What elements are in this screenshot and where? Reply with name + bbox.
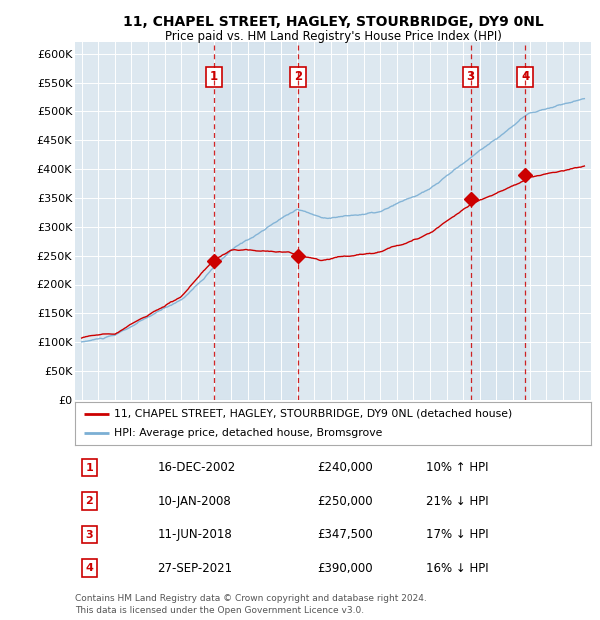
Bar bbox=[214, 42, 298, 400]
Text: 27-SEP-2021: 27-SEP-2021 bbox=[158, 562, 233, 575]
Text: 17% ↓ HPI: 17% ↓ HPI bbox=[426, 528, 488, 541]
Text: £390,000: £390,000 bbox=[317, 562, 373, 575]
Text: 11, CHAPEL STREET, HAGLEY, STOURBRIDGE, DY9 0NL: 11, CHAPEL STREET, HAGLEY, STOURBRIDGE, … bbox=[122, 16, 544, 30]
Text: 2: 2 bbox=[294, 70, 302, 83]
Text: This data is licensed under the Open Government Licence v3.0.: This data is licensed under the Open Gov… bbox=[75, 606, 364, 615]
Text: HPI: Average price, detached house, Bromsgrove: HPI: Average price, detached house, Brom… bbox=[114, 428, 382, 438]
Text: 10% ↑ HPI: 10% ↑ HPI bbox=[426, 461, 488, 474]
Text: 4: 4 bbox=[521, 70, 529, 83]
Text: Contains HM Land Registry data © Crown copyright and database right 2024.: Contains HM Land Registry data © Crown c… bbox=[75, 593, 427, 603]
Bar bbox=[470, 42, 525, 400]
Text: £347,500: £347,500 bbox=[317, 528, 373, 541]
Text: 2: 2 bbox=[86, 496, 94, 506]
Text: Price paid vs. HM Land Registry's House Price Index (HPI): Price paid vs. HM Land Registry's House … bbox=[164, 30, 502, 43]
Text: 16-DEC-2002: 16-DEC-2002 bbox=[158, 461, 236, 474]
Text: 3: 3 bbox=[86, 529, 93, 539]
Text: 1: 1 bbox=[86, 463, 94, 472]
Text: 16% ↓ HPI: 16% ↓ HPI bbox=[426, 562, 488, 575]
Text: 11, CHAPEL STREET, HAGLEY, STOURBRIDGE, DY9 0NL (detached house): 11, CHAPEL STREET, HAGLEY, STOURBRIDGE, … bbox=[114, 409, 512, 419]
Text: 10-JAN-2008: 10-JAN-2008 bbox=[158, 495, 232, 508]
Text: 1: 1 bbox=[209, 70, 218, 83]
Text: 4: 4 bbox=[86, 563, 94, 573]
Text: £250,000: £250,000 bbox=[317, 495, 373, 508]
Text: 11-JUN-2018: 11-JUN-2018 bbox=[158, 528, 232, 541]
Text: £240,000: £240,000 bbox=[317, 461, 373, 474]
Text: 3: 3 bbox=[466, 70, 475, 83]
Text: 21% ↓ HPI: 21% ↓ HPI bbox=[426, 495, 488, 508]
